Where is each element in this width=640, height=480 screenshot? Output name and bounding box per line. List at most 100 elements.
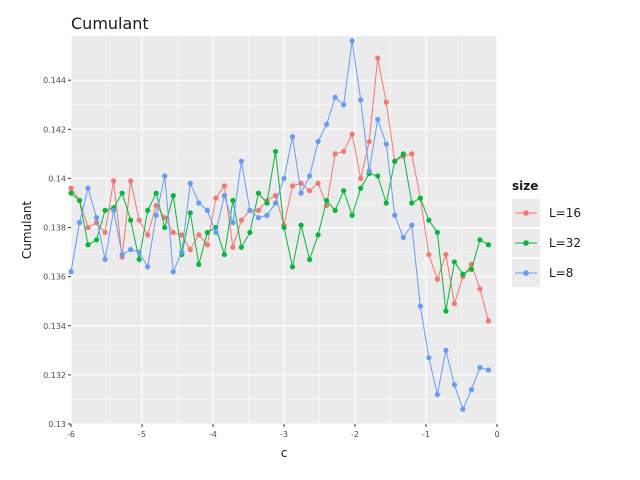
data-point-l16 xyxy=(409,151,415,157)
data-point-l8 xyxy=(409,222,415,228)
data-point-l8 xyxy=(145,264,151,270)
data-point-l8 xyxy=(400,234,406,240)
data-point-l16 xyxy=(170,229,176,236)
data-point-l8 xyxy=(341,102,347,108)
data-point-l16 xyxy=(332,151,338,157)
data-point-l16 xyxy=(375,55,381,61)
data-point-l32 xyxy=(349,212,355,218)
data-point-l16 xyxy=(238,217,244,223)
data-point-l8 xyxy=(238,158,244,164)
data-point-l32 xyxy=(76,197,83,204)
data-point-l8 xyxy=(153,212,159,218)
y-tick-label: 0.136 xyxy=(43,273,66,282)
data-point-l8 xyxy=(93,215,100,221)
data-point-l8 xyxy=(170,269,176,275)
data-point-l32 xyxy=(315,232,321,238)
legend-title: size xyxy=(512,179,538,193)
data-point-l16 xyxy=(426,251,432,258)
data-point-l16 xyxy=(477,286,483,292)
legend-item-l8: L=8 xyxy=(512,259,573,287)
data-point-l32 xyxy=(332,207,338,213)
data-point-l16 xyxy=(358,175,364,182)
series-l16 xyxy=(68,55,492,324)
data-point-l8 xyxy=(383,141,389,147)
y-axis-title: Cumulant xyxy=(20,201,34,260)
data-point-l32 xyxy=(324,197,330,204)
data-point-l16 xyxy=(366,138,372,145)
data-point-l8 xyxy=(187,180,193,186)
data-point-l8 xyxy=(281,175,287,182)
chart-title: Cumulant xyxy=(71,14,149,33)
data-point-l16 xyxy=(315,180,321,186)
data-point-l8 xyxy=(272,200,279,206)
series-line-l16 xyxy=(70,58,489,321)
data-point-l16 xyxy=(196,232,202,238)
x-tick-label: -2 xyxy=(351,430,359,439)
data-point-l16 xyxy=(153,202,159,209)
data-point-l8 xyxy=(162,173,168,179)
data-point-l32 xyxy=(145,207,151,213)
y-tick-label: 0.142 xyxy=(43,125,66,134)
data-point-l16 xyxy=(443,251,449,258)
data-point-l32 xyxy=(238,244,244,250)
data-point-l16 xyxy=(136,217,142,223)
legend-key-point xyxy=(523,240,529,246)
data-point-l32 xyxy=(272,148,279,155)
y-tick-label: 0.13 xyxy=(48,420,66,429)
data-point-l32 xyxy=(460,271,466,277)
data-point-l32 xyxy=(221,251,227,258)
data-point-l16 xyxy=(451,301,457,307)
y-tick-label: 0.138 xyxy=(43,224,66,233)
data-point-l16 xyxy=(349,131,355,137)
data-point-l32 xyxy=(383,200,389,206)
data-point-l8 xyxy=(426,355,432,361)
x-tick-label: -6 xyxy=(67,430,75,439)
data-point-l32 xyxy=(170,193,176,199)
y-tick-label: 0.14 xyxy=(48,174,66,183)
data-point-l16 xyxy=(230,244,236,250)
data-point-l32 xyxy=(485,242,492,248)
data-point-l32 xyxy=(247,229,253,236)
data-point-l32 xyxy=(128,217,134,223)
data-point-l8 xyxy=(68,269,74,275)
data-point-l16 xyxy=(272,193,279,199)
data-point-l32 xyxy=(400,151,406,157)
data-point-l32 xyxy=(119,190,125,196)
data-point-l8 xyxy=(119,251,125,258)
data-point-l16 xyxy=(434,276,440,282)
data-point-l32 xyxy=(196,261,202,267)
x-tick-label: -5 xyxy=(138,430,146,439)
x-axis-title: c xyxy=(281,446,288,460)
data-point-l32 xyxy=(443,308,449,314)
data-point-l8 xyxy=(213,229,219,236)
data-point-l32 xyxy=(375,173,381,179)
data-point-l32 xyxy=(230,197,236,204)
data-point-l32 xyxy=(136,256,142,263)
data-point-l16 xyxy=(102,229,108,236)
data-point-l8 xyxy=(315,138,321,145)
data-point-l8 xyxy=(136,249,142,255)
data-point-l16 xyxy=(85,224,91,231)
data-point-l32 xyxy=(477,237,483,243)
data-point-l32 xyxy=(102,207,108,213)
data-point-l32 xyxy=(162,224,168,231)
data-point-l8 xyxy=(76,220,83,226)
data-point-l8 xyxy=(298,190,304,196)
data-point-l32 xyxy=(187,210,193,216)
data-point-l32 xyxy=(451,259,457,265)
data-point-l8 xyxy=(102,256,108,263)
data-point-l16 xyxy=(128,178,134,184)
major-gridlines xyxy=(70,36,498,425)
data-point-l8 xyxy=(196,200,202,206)
x-tick-label: -4 xyxy=(209,430,217,439)
data-point-l8 xyxy=(349,38,355,44)
x-tick-label: -1 xyxy=(422,430,430,439)
data-point-l8 xyxy=(324,121,330,128)
series-layer xyxy=(68,38,492,412)
series-l8 xyxy=(68,38,492,412)
legend-label: L=16 xyxy=(549,206,581,220)
data-point-l16 xyxy=(485,318,492,324)
data-point-l8 xyxy=(460,406,466,412)
data-point-l32 xyxy=(281,224,287,231)
legend-item-l16: L=16 xyxy=(512,199,581,227)
